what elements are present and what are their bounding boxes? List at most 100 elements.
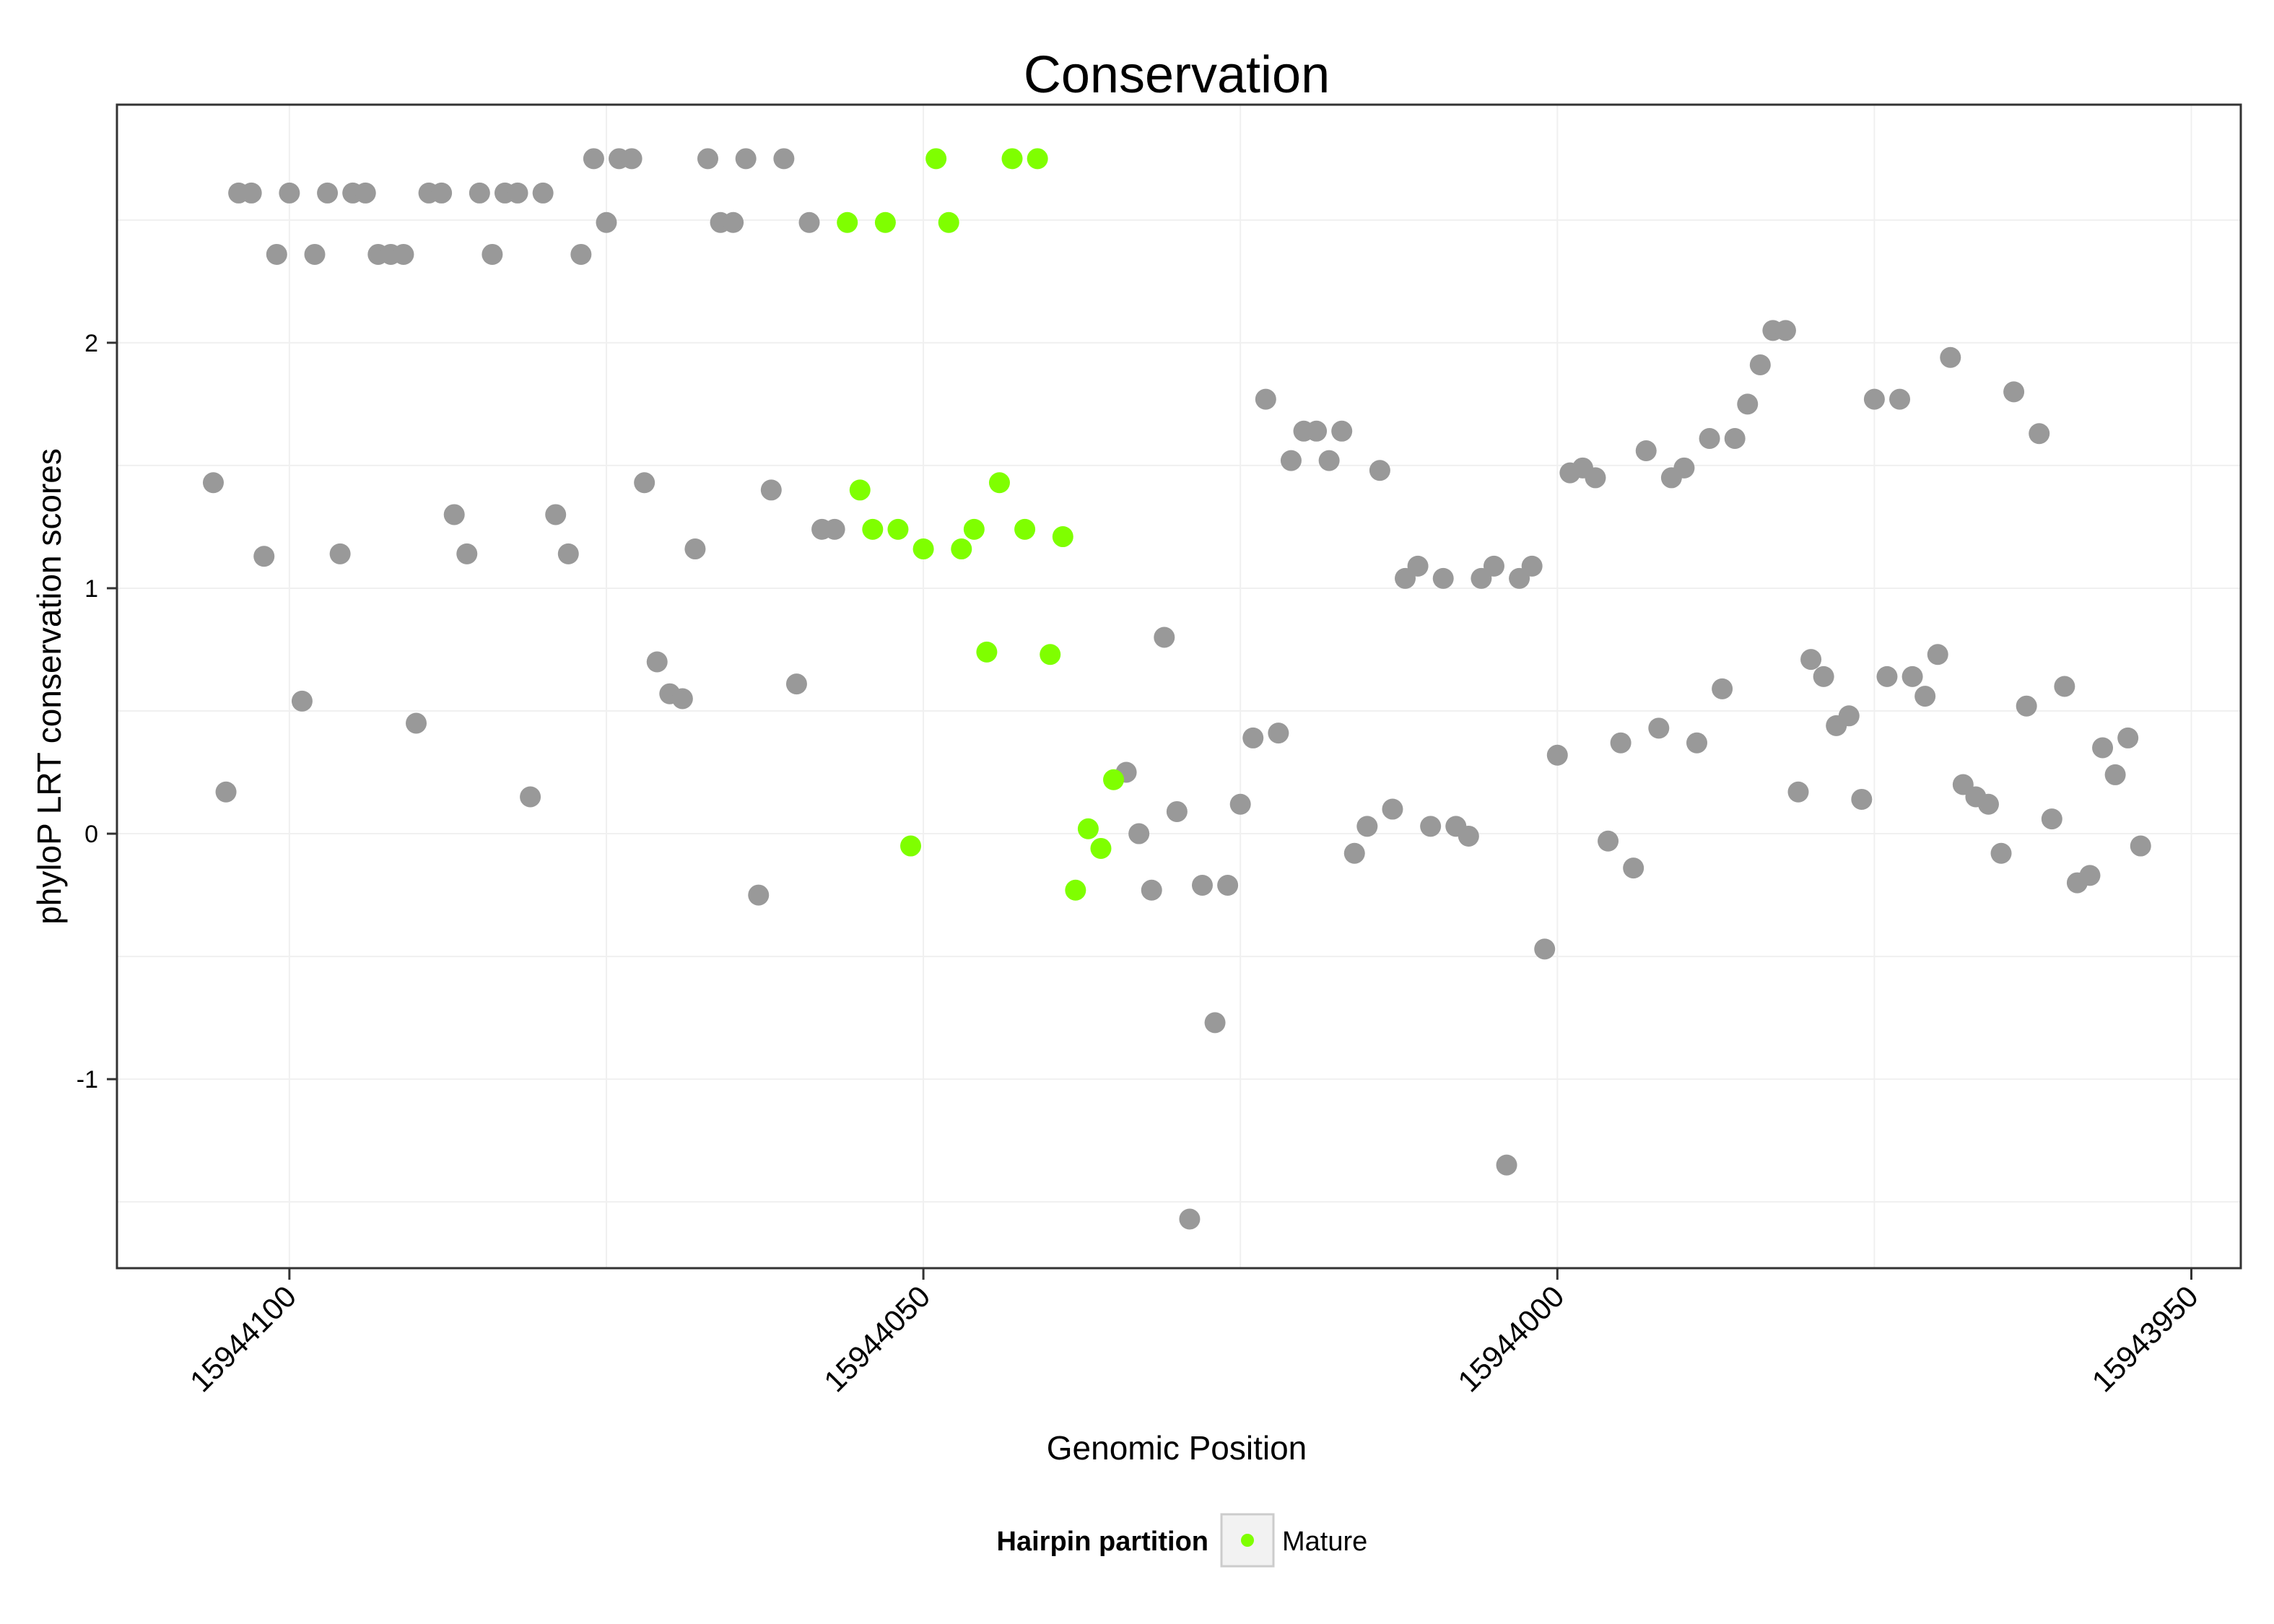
data-point	[1838, 705, 1860, 727]
data-point	[1749, 354, 1771, 375]
data-point	[557, 543, 579, 564]
data-point	[697, 148, 718, 170]
data-point	[532, 182, 554, 204]
data-point	[2079, 865, 2101, 886]
data-point	[570, 243, 592, 265]
data-point	[1534, 938, 1556, 960]
data-point	[1369, 460, 1390, 481]
data-point	[329, 543, 351, 564]
data-point-mature	[874, 211, 896, 233]
data-point	[279, 182, 300, 204]
data-point	[304, 243, 326, 265]
data-point	[1280, 450, 1302, 471]
data-point	[1458, 825, 1479, 847]
data-point	[1800, 649, 1822, 671]
data-point	[2041, 808, 2062, 830]
data-point-mature	[963, 518, 985, 540]
data-point	[482, 243, 503, 265]
data-point	[2130, 835, 2151, 857]
data-point	[1940, 346, 1961, 368]
data-point-mature	[951, 538, 972, 560]
data-point	[1204, 1012, 1226, 1034]
plot-panel-border	[116, 103, 2242, 1270]
data-point	[1306, 420, 1328, 442]
data-points	[202, 148, 2151, 1230]
data-point	[1166, 800, 1188, 822]
data-point	[1623, 857, 1644, 879]
data-point	[1356, 816, 1378, 837]
chart-title: Conservation	[1024, 46, 1330, 104]
data-point	[1686, 732, 1707, 754]
data-point	[1813, 665, 1834, 687]
legend-key-mature	[1241, 1534, 1254, 1547]
data-point	[431, 182, 453, 204]
data-point-mature	[862, 518, 884, 540]
data-point	[1699, 428, 1720, 450]
data-point	[1889, 388, 1911, 410]
data-point	[596, 211, 617, 233]
data-point	[798, 211, 820, 233]
data-point	[1635, 440, 1657, 462]
data-point	[1229, 793, 1251, 815]
data-point	[1724, 428, 1746, 450]
data-point-mature	[1103, 769, 1125, 790]
data-point	[291, 690, 313, 712]
data-point-mature	[988, 472, 1010, 494]
data-point	[2117, 727, 2139, 748]
data-point	[1154, 627, 1175, 648]
data-point	[317, 182, 339, 204]
data-point	[2104, 764, 2126, 785]
data-point-mature	[849, 479, 871, 501]
data-point-mature	[887, 518, 909, 540]
data-point	[202, 472, 224, 494]
data-point	[520, 786, 541, 808]
data-point-mature	[837, 211, 858, 233]
data-point-mature	[900, 835, 922, 857]
data-point-mature	[1040, 644, 1061, 665]
legend-label-mature: Mature	[1282, 1527, 1367, 1557]
data-point	[1787, 781, 1809, 803]
data-point	[1141, 879, 1162, 901]
data-point	[240, 182, 262, 204]
data-point	[1432, 567, 1454, 589]
data-point-mature	[1052, 526, 1073, 548]
y-axis-title: phyloP LRT conservation scores	[30, 448, 68, 925]
data-point	[215, 781, 237, 803]
data-point	[735, 148, 757, 170]
data-point	[1927, 644, 1948, 665]
legend-title: Hairpin partition	[997, 1527, 1208, 1557]
data-point	[748, 884, 770, 906]
data-point	[253, 546, 275, 567]
data-point	[1521, 555, 1543, 577]
data-point-mature	[1065, 879, 1086, 901]
data-point	[1268, 722, 1289, 744]
data-point	[824, 518, 845, 540]
data-point-mature	[976, 641, 998, 663]
data-point	[1712, 678, 1733, 699]
data-point	[1382, 798, 1403, 820]
data-point	[1863, 388, 1885, 410]
data-point	[2016, 695, 2037, 717]
data-point	[443, 504, 465, 525]
data-point	[1648, 717, 1670, 739]
data-point	[1483, 555, 1504, 577]
data-point-mature	[1027, 148, 1048, 170]
data-point-mature	[1014, 518, 1036, 540]
data-point	[1914, 686, 1936, 707]
data-point	[1255, 388, 1276, 410]
y-tick-label: 0	[84, 821, 98, 848]
data-point	[1851, 788, 1873, 810]
data-point-mature	[912, 538, 934, 560]
data-point	[1737, 393, 1759, 415]
data-point	[2054, 676, 2075, 697]
data-point	[1901, 665, 1923, 687]
y-tick-label: 2	[84, 330, 98, 357]
data-point-mature	[1090, 837, 1112, 859]
data-point	[773, 148, 795, 170]
data-point	[634, 472, 655, 494]
data-point	[266, 243, 287, 265]
data-point-mature	[1077, 818, 1099, 839]
data-point	[393, 243, 414, 265]
